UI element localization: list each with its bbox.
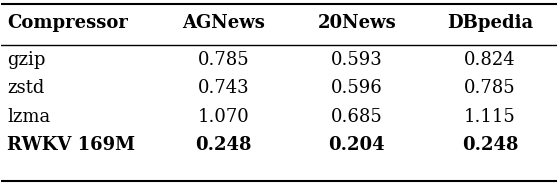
Text: DBpedia: DBpedia [447, 14, 533, 32]
Text: gzip: gzip [7, 51, 45, 69]
Text: zstd: zstd [7, 79, 44, 97]
Text: 0.204: 0.204 [329, 136, 385, 154]
Text: 0.248: 0.248 [461, 136, 518, 154]
Text: lzma: lzma [7, 108, 50, 126]
Text: 1.115: 1.115 [464, 108, 516, 126]
Text: 0.785: 0.785 [464, 79, 516, 97]
Text: 0.743: 0.743 [198, 79, 249, 97]
Text: 0.593: 0.593 [331, 51, 383, 69]
Text: 0.596: 0.596 [331, 79, 383, 97]
Text: 0.824: 0.824 [464, 51, 516, 69]
Text: 20News: 20News [318, 14, 396, 32]
Text: Compressor: Compressor [7, 14, 128, 32]
Text: 0.248: 0.248 [195, 136, 252, 154]
Text: RWKV 169M: RWKV 169M [7, 136, 135, 154]
Text: 1.070: 1.070 [198, 108, 249, 126]
Text: 0.685: 0.685 [331, 108, 383, 126]
Text: 0.785: 0.785 [198, 51, 249, 69]
Text: AGNews: AGNews [182, 14, 265, 32]
